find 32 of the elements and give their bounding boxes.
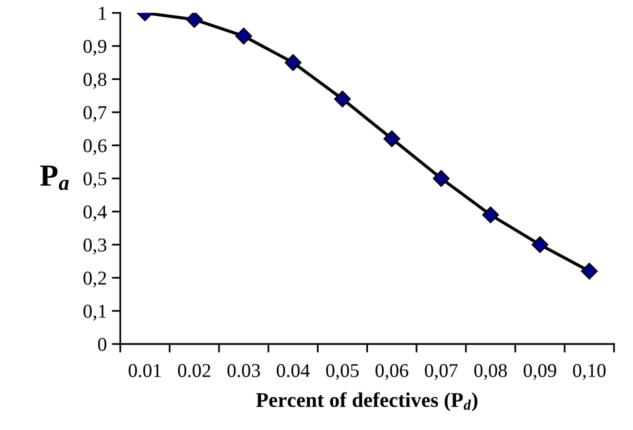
y-tick-label: 0,6 <box>84 139 106 156</box>
x-tick-label: 0.04 <box>276 364 310 378</box>
x-tick-label: 0.01 <box>128 364 161 378</box>
y-tick-label: 0,4 <box>84 205 107 222</box>
x-tick-label: 0.03 <box>227 364 260 378</box>
x-tick-label: 0,05 <box>326 364 359 380</box>
y-tick-label: 0,2 <box>84 272 106 288</box>
y-tick-label: 0 <box>98 338 106 351</box>
point <box>383 130 400 148</box>
y-axis-title: P$_{a}$ <box>40 166 69 190</box>
x-tick-label: 0,08 <box>474 364 507 380</box>
x-axis-title: Percent of defectives (P$_{d}$) <box>256 392 478 412</box>
x-tick-label: 0,07 <box>424 364 458 380</box>
y-tick-label: 0,8 <box>84 72 106 89</box>
y-tick-label: 0,1 <box>84 304 106 321</box>
y-tick-label: 0,7 <box>84 106 107 122</box>
point <box>532 236 548 254</box>
point <box>334 90 351 108</box>
point <box>235 28 252 44</box>
point <box>284 54 302 71</box>
point <box>580 262 598 280</box>
x-tick-label: 0.02 <box>178 364 210 378</box>
point <box>432 170 450 187</box>
y-tick-label: 0,5 <box>84 172 106 188</box>
point <box>482 206 499 224</box>
x-tick-label: 0,06 <box>376 364 408 380</box>
x-tick-label: 0,10 <box>573 364 606 380</box>
y-tick-label: 1 <box>99 6 106 20</box>
point <box>186 12 203 28</box>
y-tick-label: 0,3 <box>84 238 106 254</box>
x-tick-label: 0,09 <box>524 364 556 380</box>
y-tick-label: 0,9 <box>84 40 106 56</box>
